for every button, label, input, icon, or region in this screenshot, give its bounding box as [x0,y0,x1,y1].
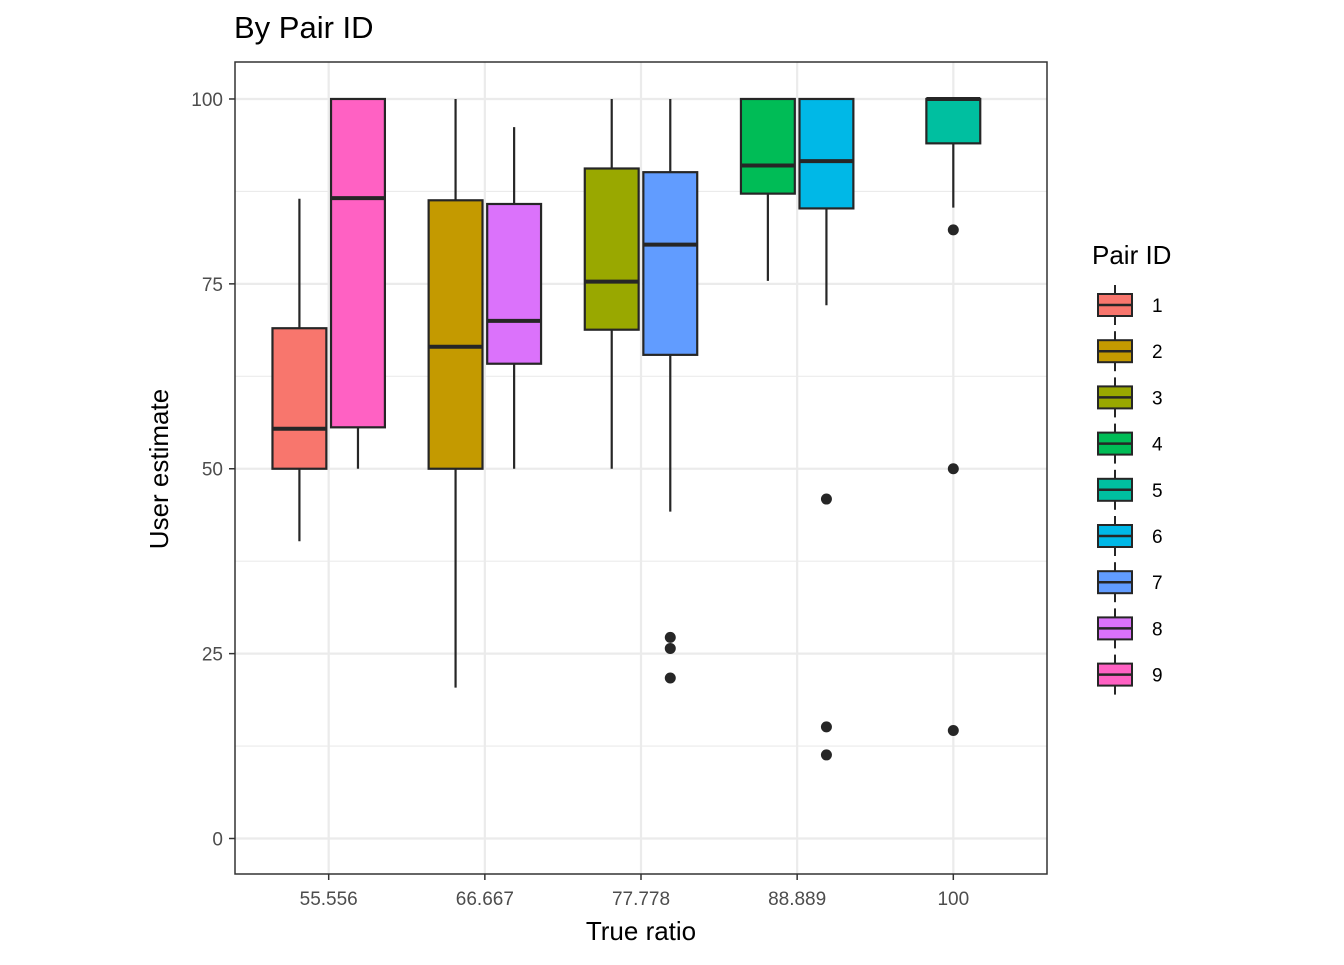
box-pair-5-at-100 [925,96,982,737]
legend-item-3: 3 [1097,377,1163,418]
y-tick-label: 50 [202,460,223,481]
legend: Pair ID 1 2 3 4 5 6 7 8 9 [1092,240,1171,695]
x-tick-label: 88.889 [768,889,826,910]
legend-label: 2 [1152,342,1163,363]
x-axis: 55.556 66.667 77.778 88.889 100 [300,874,969,910]
box-iqr [486,202,543,365]
y-tick-label: 100 [191,90,223,111]
box-iqr [642,171,699,356]
legend-item-7: 7 [1097,562,1163,603]
x-tick-label: 100 [937,889,969,910]
x-tick-label: 55.556 [300,889,358,910]
x-tick-label: 77.778 [612,889,670,910]
box-pair-2-at-66.667 [427,98,484,688]
outlier-point [664,642,676,654]
box-pair-1-at-55.556 [271,198,328,542]
box-pair-3-at-77.778 [583,98,640,469]
box-pair-8-at-66.667 [486,127,543,469]
outlier-point [664,672,676,684]
legend-item-2: 2 [1097,331,1163,372]
box-pair-9-at-55.556 [329,97,387,469]
chart-title: By Pair ID [234,10,374,45]
x-tick-label: 66.667 [456,889,514,910]
outlier-point [947,224,959,236]
outlier-point [820,493,832,505]
y-axis-title: User estimate [144,389,174,549]
legend-item-9: 9 [1097,654,1163,695]
legend-label: 8 [1152,619,1163,640]
legend-item-1: 1 [1097,285,1163,325]
legend-label: 9 [1152,666,1163,687]
legend-label: 7 [1152,573,1163,594]
outlier-point [820,749,832,761]
y-axis: 0 25 50 75 100 [191,90,235,851]
box-iqr [329,97,387,429]
x-axis-title: True ratio [586,916,696,946]
box-pair-7-at-77.778 [642,98,699,684]
box-iqr [427,199,484,470]
outlier-point [947,725,959,737]
box-iqr [739,97,796,195]
y-tick-label: 75 [202,275,223,296]
legend-label: 5 [1152,481,1163,502]
legend-item-6: 6 [1097,516,1163,556]
legend-title: Pair ID [1092,240,1171,270]
legend-item-4: 4 [1097,423,1163,464]
outlier-point [664,631,676,643]
legend-label: 1 [1152,296,1163,317]
outlier-point [820,721,832,733]
outlier-point [947,463,959,475]
box-pair-4-at-88.889 [739,97,796,281]
box-iqr [583,167,640,331]
box-iqr [925,97,982,145]
box-iqr [271,327,328,470]
box-layer [271,96,982,761]
y-tick-label: 0 [212,830,223,851]
legend-label: 3 [1152,388,1163,409]
y-tick-label: 25 [202,645,223,666]
legend-label: 4 [1152,435,1163,456]
box-iqr [798,97,855,210]
legend-item-5: 5 [1097,469,1163,510]
box-pair-6-at-88.889 [798,97,855,761]
legend-item-8: 8 [1097,608,1163,649]
legend-label: 6 [1152,527,1163,548]
